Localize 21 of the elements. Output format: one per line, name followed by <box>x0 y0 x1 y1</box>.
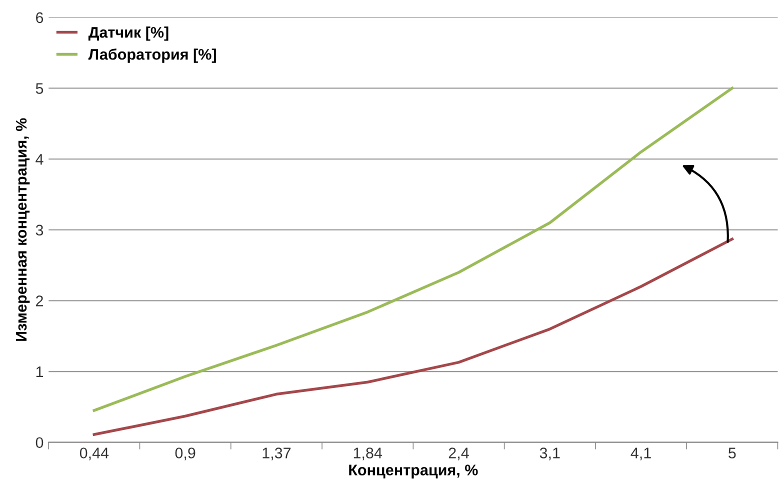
y-tick-label: 5 <box>36 83 44 94</box>
x-tick-label: 4,1 <box>630 448 651 460</box>
x-tick-label: 1,37 <box>262 448 291 460</box>
y-axis-title: Измеренная концентрация, % <box>16 118 30 341</box>
y-tick-label: 4 <box>36 154 44 165</box>
x-axis-title: Концентрация, % <box>349 464 478 478</box>
y-tick-label: 0 <box>36 437 44 448</box>
x-tick-label: 1,84 <box>354 448 382 460</box>
x-tick-label: 0,44 <box>80 448 109 460</box>
y-tick-label: 6 <box>36 12 44 24</box>
legend-label: Лаборатория [%] <box>88 48 216 63</box>
line-series <box>92 86 734 412</box>
y-tick-label: 3 <box>36 224 44 236</box>
y-tick-label: 2 <box>36 296 43 306</box>
y-tick-label: 1 <box>36 366 43 378</box>
line-series <box>92 238 734 436</box>
legend-label: Датчик [%] <box>88 26 168 41</box>
x-tick-label: 2,4 <box>448 448 469 460</box>
x-tick-label: 5 <box>728 448 736 458</box>
x-tick-label: 3,1 <box>540 448 560 460</box>
x-tick-label: 0,9 <box>175 448 196 460</box>
